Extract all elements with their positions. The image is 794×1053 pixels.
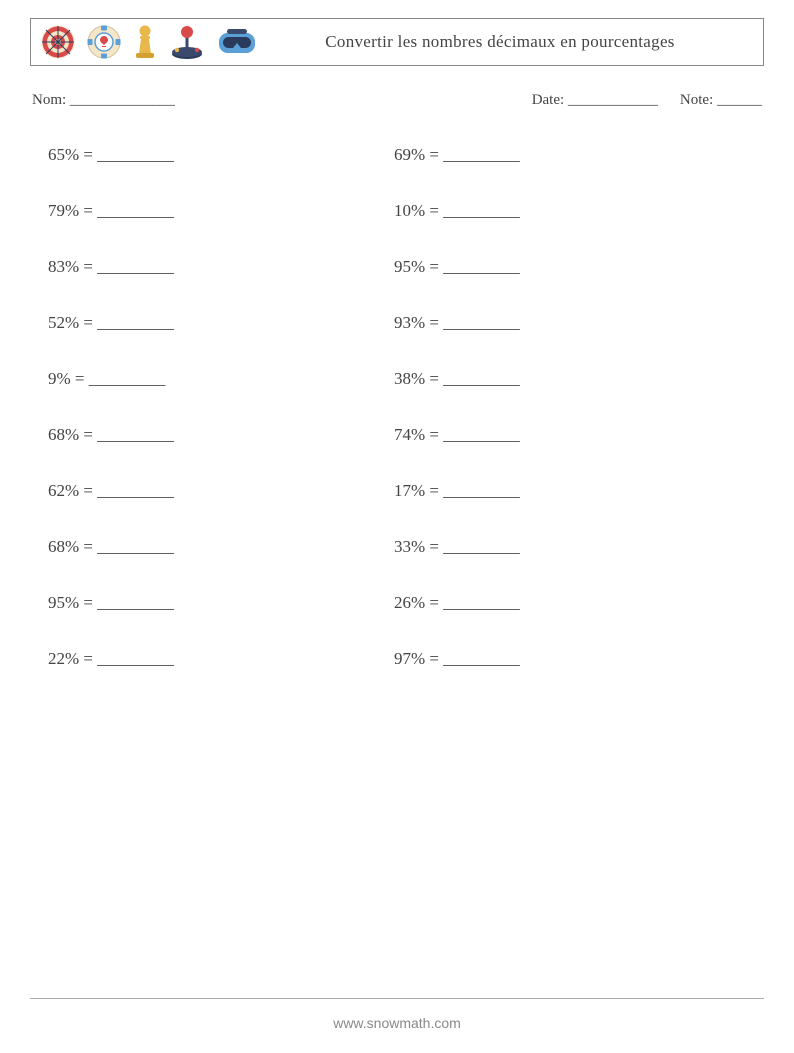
problem-item: 95% = _________ — [48, 593, 394, 613]
problem-item: 33% = _________ — [394, 537, 764, 557]
problem-item: 93% = _________ — [394, 313, 764, 333]
problem-item: 83% = _________ — [48, 257, 394, 277]
footer-text: www.snowmath.com — [0, 1015, 794, 1031]
date-field: Date: ____________ — [532, 92, 658, 109]
note-field: Note: ______ — [680, 92, 762, 109]
info-row: Nom: ______________ Date: ____________ N… — [30, 92, 764, 109]
name-field: Nom: ______________ — [32, 92, 175, 109]
problem-item: 22% = _________ — [48, 649, 394, 669]
problem-item: 74% = _________ — [394, 425, 764, 445]
problem-item: 62% = _________ — [48, 481, 394, 501]
problem-item: 52% = _________ — [48, 313, 394, 333]
dartboard-icon — [41, 25, 75, 59]
header-box: Convertir les nombres décimaux en pource… — [30, 18, 764, 66]
problem-item: 97% = _________ — [394, 649, 764, 669]
problem-item: 10% = _________ — [394, 201, 764, 221]
problem-item: 68% = _________ — [48, 537, 394, 557]
problem-item: 38% = _________ — [394, 369, 764, 389]
footer-rule — [30, 998, 764, 999]
header-icons — [31, 24, 257, 60]
problem-item: 26% = _________ — [394, 593, 764, 613]
problem-item: 9% = _________ — [48, 369, 394, 389]
problem-item: 69% = _________ — [394, 145, 764, 165]
problem-item: 65% = _________ — [48, 145, 394, 165]
problem-item: 79% = _________ — [48, 201, 394, 221]
problem-item: 95% = _________ — [394, 257, 764, 277]
chess-pawn-icon — [133, 24, 157, 60]
vr-headset-icon — [217, 27, 257, 57]
joystick-icon — [169, 24, 205, 60]
problems-grid: 65% = _________69% = _________ 79% = ____… — [30, 145, 764, 669]
problem-item: 68% = _________ — [48, 425, 394, 445]
poker-chip-icon — [87, 25, 121, 59]
problem-item: 17% = _________ — [394, 481, 764, 501]
worksheet-title: Convertir les nombres décimaux en pource… — [257, 31, 763, 52]
